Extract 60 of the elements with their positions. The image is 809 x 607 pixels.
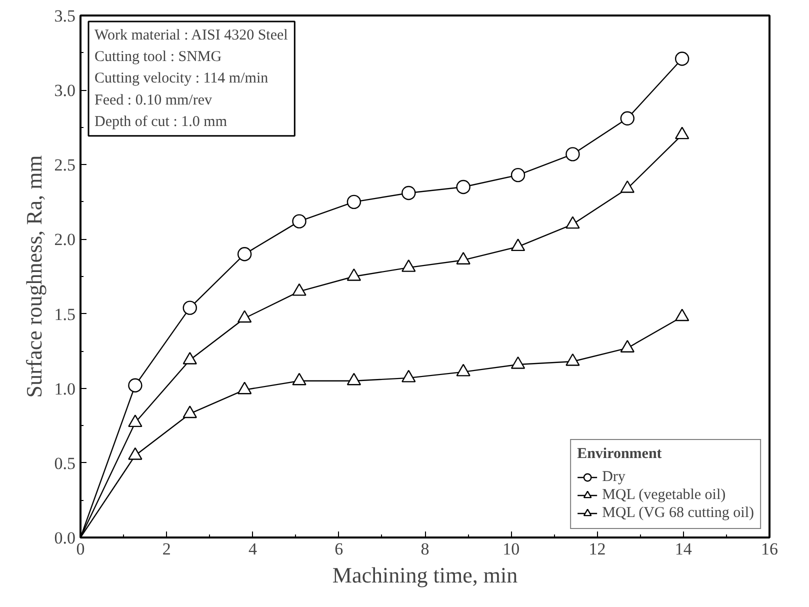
point — [566, 147, 580, 162]
y-tick-label: 1.5 — [54, 304, 76, 324]
point — [237, 382, 252, 394]
x-axis-title: Machining time, min — [332, 562, 518, 588]
point — [510, 168, 526, 182]
point — [620, 180, 634, 193]
x-tick-label: 12 — [588, 540, 606, 558]
point — [128, 447, 142, 460]
point — [292, 283, 306, 296]
point — [510, 238, 526, 252]
y-tick-label: 0.0 — [54, 528, 76, 548]
point — [346, 372, 362, 386]
x-tick-label: 4 — [248, 540, 258, 558]
x-tick-label: 14 — [674, 540, 692, 558]
point — [182, 300, 197, 315]
x-tick-label: 16 — [761, 540, 778, 558]
point — [182, 352, 197, 364]
y-tick-label: 0.5 — [54, 454, 76, 473]
legend-title: Environment — [577, 446, 663, 463]
point — [402, 259, 416, 272]
point — [128, 414, 142, 428]
y-tick-label: 3.5 — [54, 6, 76, 26]
point — [620, 340, 634, 352]
annotation: Cutting tool : SNMG — [94, 49, 222, 66]
y-tick-label: 1.0 — [54, 379, 76, 398]
point — [674, 52, 690, 66]
point — [456, 180, 470, 194]
annotation: Cutting velocity : 114 m/min — [94, 70, 269, 87]
x-tick-label: 8 — [420, 540, 430, 558]
legend-label: MQL (VG 68 cutting oil) — [602, 504, 754, 522]
point — [182, 406, 197, 418]
annotation: Feed : 0.10 mm/rev — [94, 92, 212, 108]
annotation: Depth of cut : 1.0 mm — [94, 114, 228, 130]
point — [510, 356, 526, 369]
point — [292, 214, 306, 228]
point — [292, 372, 306, 386]
point — [456, 252, 470, 264]
y-axis-title: Surface roughness, Ra, mm — [21, 155, 46, 398]
x-tick-label: 6 — [334, 540, 344, 558]
y-tick-label: 2.0 — [54, 230, 76, 250]
point — [237, 310, 252, 323]
legend-label: Dry — [602, 468, 626, 486]
point — [456, 364, 470, 376]
point — [346, 268, 362, 281]
annotation: Work material : AISI 4320 Steel — [94, 28, 288, 44]
point — [402, 186, 416, 200]
x-tick-label: 0 — [76, 540, 85, 558]
y-tick-label: 2.5 — [54, 156, 76, 175]
point — [566, 216, 580, 229]
x-tick-label: 10 — [502, 540, 520, 558]
point — [402, 370, 416, 382]
point — [237, 247, 252, 262]
point — [566, 353, 580, 366]
point — [620, 111, 634, 126]
point — [674, 308, 690, 322]
point — [346, 194, 362, 210]
point — [674, 126, 690, 140]
x-tick-label: 2 — [162, 540, 171, 558]
y-tick-label: 3.0 — [54, 81, 76, 100]
legend-label: MQL (vegetable oil) — [602, 486, 726, 504]
